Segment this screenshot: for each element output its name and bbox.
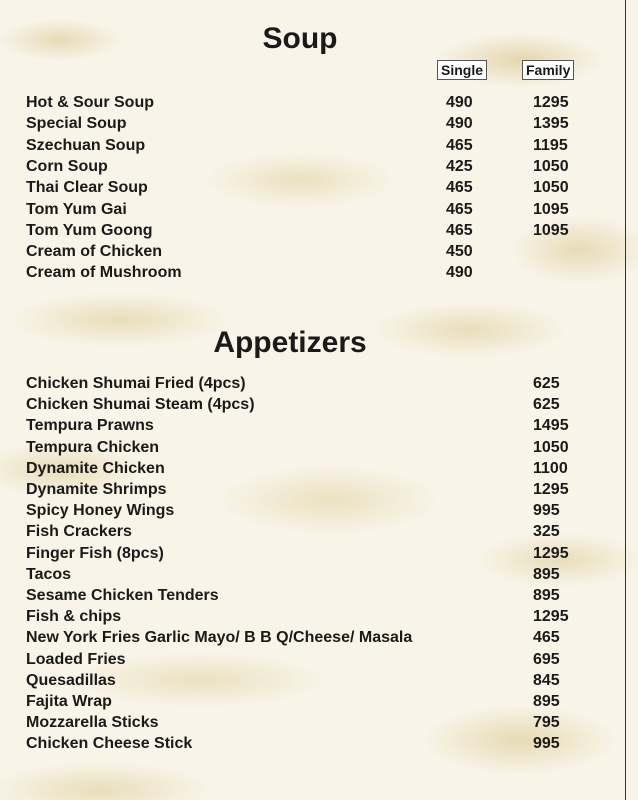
- single-price: 465: [446, 221, 473, 239]
- menu-item: Thai Clear Soup 465 1050: [26, 177, 586, 198]
- item-name: Cream of Chicken: [26, 243, 163, 261]
- menu-item: Hot & Sour Soup 490 1295: [26, 92, 586, 113]
- menu-item: Quesadillas 845: [26, 670, 586, 691]
- menu-item: Spicy Honey Wings 995: [26, 500, 586, 521]
- menu-item: Special Soup 490 1395: [26, 113, 586, 134]
- item-name: Special Soup: [26, 115, 127, 133]
- item-name: Finger Fish (8pcs): [26, 544, 164, 562]
- family-price: 1295: [533, 94, 569, 111]
- menu-item: Tacos 895: [26, 564, 586, 585]
- item-name: Tom Yum Gai: [26, 200, 127, 218]
- item-name: Chicken Cheese Stick: [26, 735, 193, 753]
- item-name: Tom Yum Goong: [26, 221, 153, 239]
- item-name: Sesame Chicken Tenders: [26, 587, 219, 604]
- item-name: Loaded Fries: [26, 650, 126, 668]
- single-price: 465: [446, 136, 473, 154]
- menu-item: Mozzarella Sticks 795: [26, 712, 586, 733]
- menu-item: Dynamite Chicken 1100: [26, 458, 586, 479]
- item-price: 325: [533, 523, 560, 541]
- item-name: Tempura Chicken: [26, 438, 160, 456]
- menu-item: Tom Yum Goong 465 1095: [26, 220, 586, 241]
- menu-item: New York Fries Garlic Mayo/ B B Q/Cheese…: [26, 627, 586, 648]
- family-price: 1195: [533, 136, 568, 154]
- item-price: 465: [533, 629, 560, 647]
- menu-item: Szechuan Soup 465 1195: [26, 135, 586, 156]
- menu-item: Dynamite Shrimps 1295: [26, 479, 586, 500]
- single-price: 490: [446, 94, 473, 111]
- item-name: Hot & Sour Soup: [26, 94, 154, 111]
- single-price: 425: [446, 157, 473, 175]
- menu-item: Chicken Shumai Steam (4pcs) 625: [26, 394, 586, 415]
- family-price: 1050: [533, 179, 569, 197]
- menu-item: Cream of Chicken 450: [26, 241, 586, 262]
- item-name: Dynamite Chicken: [26, 459, 165, 477]
- menu-item: Loaded Fries 695: [26, 649, 586, 670]
- item-price: 1295: [533, 608, 569, 626]
- single-price: 450: [446, 243, 473, 261]
- item-name: Chicken Shumai Fried (4pcs): [26, 375, 246, 392]
- item-name: Thai Clear Soup: [26, 179, 148, 197]
- menu-item: Fish & chips 1295: [26, 606, 586, 627]
- item-price: 895: [533, 565, 560, 583]
- menu-item: Sesame Chicken Tenders 895: [26, 585, 586, 606]
- family-column-header: Family: [522, 60, 575, 80]
- menu-item: Chicken Shumai Fried (4pcs) 625: [26, 373, 586, 394]
- item-price: 1295: [533, 544, 569, 562]
- item-price: 995: [533, 735, 560, 753]
- soup-section-title: Soup: [262, 22, 338, 55]
- item-name: Corn Soup: [26, 157, 108, 175]
- family-price: 1095: [533, 221, 569, 239]
- appetizers-section-title: Appetizers: [213, 326, 367, 359]
- single-price: 490: [446, 115, 473, 133]
- item-price: 795: [533, 714, 560, 732]
- menu-item: Fish Crackers 325: [26, 521, 586, 542]
- item-name: Tacos: [26, 565, 72, 583]
- item-price: 625: [533, 396, 560, 414]
- family-price: 1395: [533, 115, 569, 133]
- item-price: 895: [533, 587, 560, 604]
- menu-item: Tempura Prawns 1495: [26, 415, 586, 436]
- menu-item: Corn Soup 425 1050: [26, 156, 586, 177]
- item-name: Quesadillas: [26, 671, 116, 689]
- item-name: Cream of Mushroom: [26, 264, 182, 282]
- item-price: 1295: [533, 481, 569, 498]
- menu-item: Chicken Cheese Stick 995: [26, 733, 586, 754]
- item-price: 1050: [533, 438, 569, 456]
- family-price: 1050: [533, 157, 569, 175]
- item-name: Fajita Wrap: [26, 693, 112, 710]
- item-price: 995: [533, 502, 560, 520]
- single-price: 465: [446, 200, 473, 218]
- menu-item: Tempura Chicken 1050: [26, 437, 586, 458]
- page-border-line: [625, 0, 626, 800]
- menu-item: Fajita Wrap 895: [26, 691, 586, 712]
- menu-item: Finger Fish (8pcs) 1295: [26, 543, 586, 564]
- item-price: 845: [533, 671, 560, 689]
- item-name: New York Fries Garlic Mayo/ B B Q/Cheese…: [26, 629, 413, 647]
- item-name: Fish Crackers: [26, 523, 132, 541]
- item-name: Chicken Shumai Steam (4pcs): [26, 396, 255, 414]
- single-price: 490: [446, 264, 473, 282]
- single-column-header: Single: [437, 60, 488, 80]
- single-price: 465: [446, 179, 473, 197]
- item-name: Tempura Prawns: [26, 417, 154, 435]
- item-name: Dynamite Shrimps: [26, 481, 167, 498]
- item-name: Szechuan Soup: [26, 136, 146, 154]
- family-price: 1095: [533, 200, 569, 218]
- item-price: 1495: [533, 417, 569, 435]
- item-name: Fish & chips: [26, 608, 122, 626]
- menu-item: Cream of Mushroom 490: [26, 262, 586, 283]
- item-price: 895: [533, 693, 560, 710]
- menu-item: Tom Yum Gai 465 1095: [26, 199, 586, 220]
- item-name: Mozzarella Sticks: [26, 714, 159, 732]
- item-name: Spicy Honey Wings: [26, 502, 175, 520]
- item-price: 625: [533, 375, 560, 392]
- item-price: 1100: [533, 459, 568, 477]
- item-price: 695: [533, 650, 560, 668]
